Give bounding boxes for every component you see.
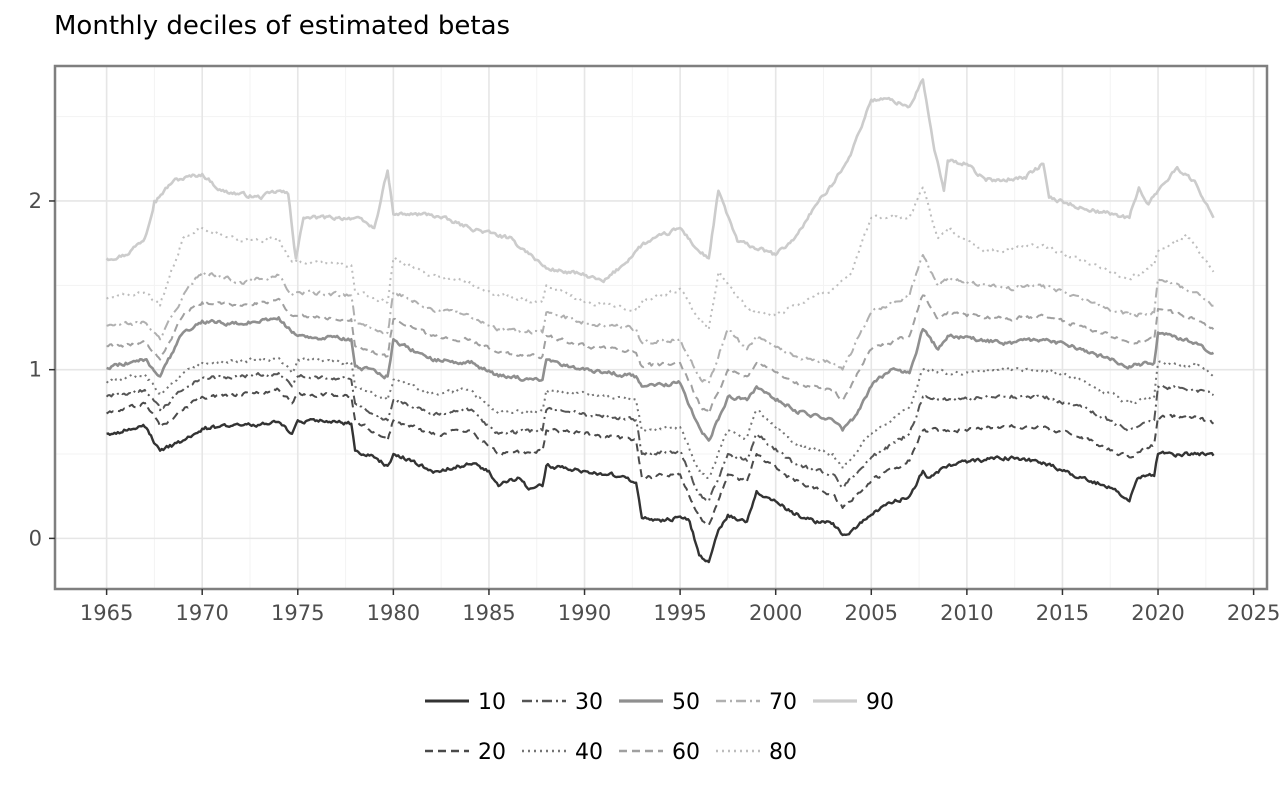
series-lines <box>105 78 1215 564</box>
legend-label-80: 80 <box>769 740 797 765</box>
legend-label-70: 70 <box>769 690 797 715</box>
x-tick-label: 1995 <box>653 601 706 625</box>
minor-gridlines <box>55 66 1267 589</box>
legend-label-90: 90 <box>866 690 894 715</box>
series-line-10 <box>106 418 1215 564</box>
x-tick-label: 2010 <box>940 601 993 625</box>
plot-panel-border <box>53 64 1269 591</box>
x-tick-label: 2020 <box>1131 601 1184 625</box>
chart-title: Monthly deciles of estimated betas <box>54 11 510 41</box>
y-axis: 0 1 2 <box>29 189 55 550</box>
x-axis: 1965 1970 1975 1980 1985 1990 1995 2000 2005 2010… <box>80 589 1280 625</box>
x-tick-label: 2015 <box>1036 601 1089 625</box>
series-line-70 <box>106 254 1214 385</box>
series-line-50 <box>106 316 1215 442</box>
x-tick-label: 2005 <box>845 601 898 625</box>
series-line-90 <box>105 78 1215 284</box>
legend-label-30: 30 <box>575 690 603 715</box>
series-line-20 <box>106 387 1215 527</box>
legend-label-60: 60 <box>672 740 700 765</box>
legend-label-50: 50 <box>672 690 700 715</box>
series-line-60 <box>106 294 1215 415</box>
y-tick-label: 1 <box>29 358 42 382</box>
series-line-40 <box>105 356 1215 479</box>
x-tick-label: 1970 <box>175 601 228 625</box>
x-tick-label: 2000 <box>749 601 802 625</box>
y-tick-label: 0 <box>29 526 42 550</box>
x-tick-label: 2025 <box>1227 601 1280 625</box>
x-tick-label: 1985 <box>462 601 515 625</box>
y-tick-label: 2 <box>29 189 42 213</box>
x-tick-label: 1965 <box>80 601 133 625</box>
series-line-80 <box>106 186 1215 331</box>
legend-label-20: 20 <box>478 740 506 765</box>
series-line-30 <box>105 372 1214 503</box>
legend: 10 30 50 70 90 20 40 60 80 <box>425 690 894 765</box>
x-tick-label: 1980 <box>367 601 420 625</box>
x-tick-label: 1975 <box>271 601 324 625</box>
legend-label-40: 40 <box>575 740 603 765</box>
x-tick-label: 1990 <box>558 601 611 625</box>
legend-label-10: 10 <box>478 690 506 715</box>
